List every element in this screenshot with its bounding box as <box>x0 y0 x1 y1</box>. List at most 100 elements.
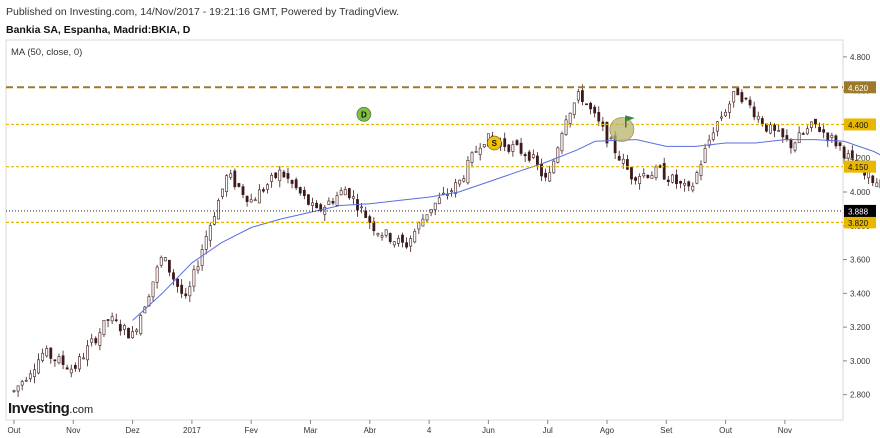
candle-body-112 <box>470 152 474 163</box>
level-badge-2 <box>844 160 876 173</box>
candle-body-2 <box>20 381 24 386</box>
candle-body-143 <box>597 112 601 122</box>
candle-body-186 <box>773 124 777 131</box>
candle-body-148 <box>617 155 621 161</box>
candle-body-126 <box>527 151 531 161</box>
candle-body-150 <box>625 159 629 170</box>
candle-body-165 <box>687 181 691 187</box>
candle-body-200 <box>830 135 834 139</box>
candle-body-104 <box>437 197 441 204</box>
candle-body-180 <box>748 99 752 106</box>
candle-body-9 <box>49 347 53 359</box>
candle-body-194 <box>805 128 809 135</box>
candle-body-197 <box>818 126 821 132</box>
candle-body-176 <box>732 91 736 103</box>
candle-body-67 <box>286 173 290 179</box>
candle-body-79 <box>335 195 339 206</box>
candle-body-87 <box>368 216 372 223</box>
candle-body-89 <box>376 233 380 236</box>
candle-body-35 <box>155 266 159 283</box>
x-tick-label-12: Out <box>719 426 733 435</box>
candle-body-4 <box>28 373 32 380</box>
y-tick-label-0: 4.800 <box>850 53 871 62</box>
candle-body-94 <box>396 238 400 244</box>
candle-body-64 <box>274 172 278 179</box>
candle-body-106 <box>446 194 449 196</box>
candle-body-36 <box>159 257 163 266</box>
candle-body-153 <box>638 176 642 184</box>
candle-body-82 <box>347 188 351 199</box>
x-tick-label-0: Out <box>8 426 22 435</box>
candle-body-18 <box>86 345 90 361</box>
candle-body-157 <box>654 166 658 179</box>
candle-body-161 <box>670 174 674 183</box>
candle-body-177 <box>736 87 740 96</box>
candle-body-141 <box>589 102 592 110</box>
candle-body-199 <box>826 132 830 142</box>
candle-body-70 <box>298 187 302 194</box>
candle-body-115 <box>482 143 486 148</box>
candle-body-55 <box>237 183 241 187</box>
y-tick-label-4: 4.000 <box>850 188 871 197</box>
candle-body-11 <box>57 356 61 364</box>
candle-body-164 <box>683 182 687 186</box>
candle-body-189 <box>785 135 789 140</box>
candle-body-204 <box>846 153 850 159</box>
candle-body-134 <box>560 133 564 152</box>
x-tick-label-7: 4 <box>427 426 432 435</box>
candle-body-19 <box>90 338 94 343</box>
candle-body-59 <box>253 199 257 202</box>
candle-body-103 <box>433 202 437 211</box>
candle-body-185 <box>769 124 772 134</box>
candle-body-166 <box>691 185 695 191</box>
candle-body-125 <box>523 154 527 157</box>
candle-body-47 <box>204 236 208 250</box>
candle-body-68 <box>290 180 294 184</box>
candle-body-97 <box>409 238 413 247</box>
candle-body-131 <box>548 172 552 182</box>
published-caption: Published on Investing.com, 14/Nov/2017 … <box>6 6 400 18</box>
marker-split-label: S <box>492 139 498 148</box>
candle-body-209 <box>867 171 871 179</box>
candle-body-137 <box>572 102 576 115</box>
current-price-badge <box>844 204 876 217</box>
candle-body-211 <box>875 182 879 188</box>
candle-body-113 <box>474 151 478 153</box>
candle-body-73 <box>311 202 314 206</box>
candle-body-16 <box>78 356 81 370</box>
flag-highlight <box>609 117 635 142</box>
y-tick-label-10: 2.800 <box>850 391 871 400</box>
candle-body-140 <box>585 103 588 106</box>
candle-body-139 <box>581 90 584 102</box>
level-badge-3 <box>844 216 876 229</box>
candle-body-179 <box>744 97 748 100</box>
indicator-legend: MA (50, close, 0) <box>11 47 83 58</box>
candle-body-22 <box>102 319 106 336</box>
candle-body-145 <box>605 121 609 144</box>
candle-body-168 <box>699 164 703 176</box>
candle-body-178 <box>740 92 744 103</box>
chart-title: Bankia SA, Espanha, Madrid:BKIA, D <box>6 24 191 36</box>
level-label-1: 4.400 <box>848 121 869 130</box>
candle-body-208 <box>863 171 866 176</box>
candle-body-60 <box>257 189 261 204</box>
candle-body-151 <box>630 167 633 180</box>
candle-body-175 <box>728 103 732 113</box>
candle-body-41 <box>180 284 184 294</box>
x-tick-label-9: Jul <box>543 426 553 435</box>
candle-body-170 <box>707 139 711 146</box>
candle-body-110 <box>462 178 466 182</box>
candle-body-54 <box>233 170 237 188</box>
candle-body-146 <box>609 137 613 140</box>
candle-body-28 <box>127 327 130 339</box>
candle-body-136 <box>568 112 572 124</box>
candle-body-71 <box>302 189 306 196</box>
candle-body-13 <box>65 367 69 370</box>
candle-body-52 <box>225 175 229 192</box>
candle-body-99 <box>417 222 421 230</box>
marker-dividend-label: D <box>361 110 367 119</box>
candle-body-169 <box>703 148 707 163</box>
flag-icon <box>625 115 635 122</box>
candle-body-156 <box>650 175 654 179</box>
logo-suffix: .com <box>69 404 94 416</box>
